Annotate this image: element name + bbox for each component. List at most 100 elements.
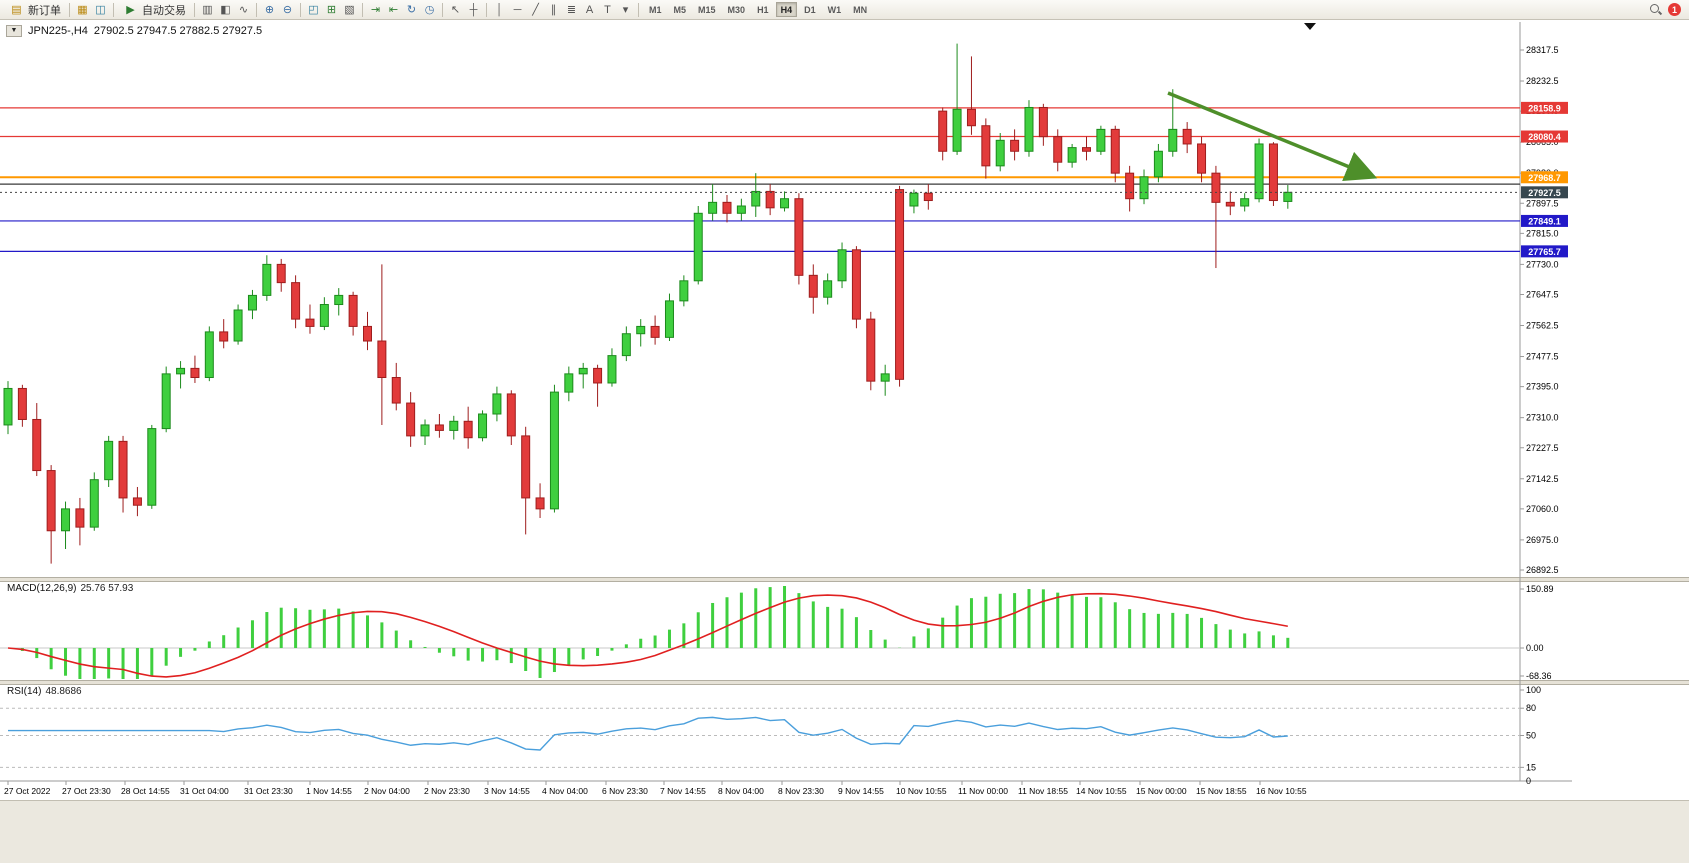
candle xyxy=(276,258,286,292)
candle xyxy=(751,173,761,217)
candle xyxy=(995,133,1005,172)
svg-text:28 Oct 14:55: 28 Oct 14:55 xyxy=(121,786,170,796)
search-icon[interactable] xyxy=(1649,3,1662,16)
candle xyxy=(780,191,790,212)
candle xyxy=(46,465,56,564)
svg-text:27142.5: 27142.5 xyxy=(1526,474,1559,484)
timeframe-button-m5[interactable]: M5 xyxy=(669,2,692,17)
indicators-icon[interactable]: ⊞ xyxy=(326,3,337,16)
chart-header: ▼ JPN225-,H4 27902.5 27947.5 27882.5 279… xyxy=(6,25,262,37)
auto-scroll-icon[interactable]: ⇥ xyxy=(370,3,381,16)
vertical-line-icon[interactable]: │ xyxy=(496,3,503,16)
candle xyxy=(895,185,905,387)
macd-panel-label: MACD(12,26,9) 25.76 57.93 xyxy=(7,583,133,594)
panel-separator-rsi[interactable] xyxy=(0,680,1689,685)
svg-text:31 Oct 04:00: 31 Oct 04:00 xyxy=(180,786,229,796)
panel-separator-macd[interactable] xyxy=(0,577,1689,582)
autotrading-button[interactable]: ▶ 自动交易 xyxy=(118,1,190,18)
crosshair-icon[interactable]: ┼ xyxy=(469,3,478,16)
candle xyxy=(17,384,27,427)
new-order-button[interactable]: ▤ 新订单 xyxy=(4,1,65,18)
candle xyxy=(1225,191,1235,216)
timeframe-button-m15[interactable]: M15 xyxy=(693,2,721,17)
svg-text:26892.5: 26892.5 xyxy=(1526,565,1559,575)
bar-chart-icon[interactable]: ▥ xyxy=(202,3,213,16)
symbol-dropdown-button[interactable]: ▼ xyxy=(6,25,22,37)
timeframe-button-m30[interactable]: M30 xyxy=(723,2,751,17)
data-window-icon[interactable]: ◫ xyxy=(95,3,106,16)
text-icon[interactable]: A xyxy=(585,3,594,16)
toolbar-separator xyxy=(638,2,639,17)
candle xyxy=(1110,125,1120,183)
arrows-tool-icon[interactable]: ▾ xyxy=(622,3,629,16)
trendline-icon[interactable]: ╱ xyxy=(532,3,539,16)
zoom-out-icon[interactable]: ⊖ xyxy=(282,3,293,16)
svg-text:7 Nov 14:55: 7 Nov 14:55 xyxy=(660,786,706,796)
candle xyxy=(650,315,660,345)
timeframe-button-h1[interactable]: H1 xyxy=(752,2,774,17)
line-chart-icon[interactable]: ∿ xyxy=(238,3,249,16)
templates-icon[interactable]: ▧ xyxy=(344,3,355,16)
candle xyxy=(161,366,171,433)
candle xyxy=(938,107,948,161)
candlestick-chart-icon[interactable]: ◧ xyxy=(220,3,231,16)
svg-text:27060.0: 27060.0 xyxy=(1526,504,1559,514)
svg-text:27815.0: 27815.0 xyxy=(1526,228,1559,238)
candle xyxy=(736,198,746,221)
price-level-badge: 27849.1 xyxy=(1521,214,1568,227)
new-order-label: 新订单 xyxy=(28,4,61,17)
candle xyxy=(1024,100,1034,157)
svg-text:-68.36: -68.36 xyxy=(1526,671,1552,681)
clock-icon[interactable]: ◷ xyxy=(424,3,435,16)
candle xyxy=(664,293,674,342)
candle xyxy=(607,348,617,387)
candle xyxy=(1010,129,1020,161)
timeframe-button-d1[interactable]: D1 xyxy=(799,2,821,17)
toolbar-separator xyxy=(300,2,301,17)
workspace-background xyxy=(0,800,1689,863)
candle xyxy=(305,304,315,334)
candle xyxy=(147,424,157,509)
fibonacci-icon[interactable]: ≣ xyxy=(566,3,577,16)
candle xyxy=(506,390,516,446)
horizontal-line-icon[interactable]: ─ xyxy=(513,3,522,16)
svg-text:11 Nov 18:55: 11 Nov 18:55 xyxy=(1018,786,1068,796)
chart-shift-marker[interactable] xyxy=(1304,23,1316,30)
timeframe-button-h4[interactable]: H4 xyxy=(775,2,798,17)
svg-text:2 Nov 04:00: 2 Nov 04:00 xyxy=(364,786,410,796)
svg-text:15 Nov 00:00: 15 Nov 00:00 xyxy=(1136,786,1187,796)
svg-text:31 Oct 23:30: 31 Oct 23:30 xyxy=(244,786,293,796)
candle xyxy=(952,43,962,155)
zoom-in-icon[interactable]: ⊕ xyxy=(264,3,275,16)
cursor-icon[interactable]: ↖ xyxy=(450,3,461,16)
charts-profile-icon[interactable]: ▦ xyxy=(77,3,88,16)
timeframe-button-m1[interactable]: M1 xyxy=(644,2,667,17)
channel-icon[interactable]: ∥ xyxy=(550,3,557,16)
svg-text:150.89: 150.89 xyxy=(1526,584,1554,594)
tile-windows-icon[interactable]: ◰ xyxy=(308,3,319,16)
svg-text:80: 80 xyxy=(1526,703,1536,713)
notification-badge[interactable]: 1 xyxy=(1668,3,1681,16)
svg-text:27227.5: 27227.5 xyxy=(1526,443,1559,453)
candle xyxy=(348,291,358,336)
timeframe-button-w1[interactable]: W1 xyxy=(823,2,847,17)
text-label-icon[interactable]: T xyxy=(604,3,611,16)
candle xyxy=(492,386,502,422)
rsi-line xyxy=(8,716,1288,751)
chart-shift-icon[interactable]: ⇤ xyxy=(388,3,399,16)
timeframe-button-mn[interactable]: MN xyxy=(848,2,872,17)
svg-text:27927.5: 27927.5 xyxy=(1528,188,1561,198)
candle xyxy=(1283,185,1293,209)
candle xyxy=(219,319,229,349)
chevron-down-icon: ▼ xyxy=(10,27,18,34)
candle xyxy=(132,486,142,517)
candle xyxy=(377,264,387,425)
toolbar-separator xyxy=(69,2,70,17)
macd-name: MACD(12,26,9) xyxy=(7,583,77,594)
svg-text:4 Nov 04:00: 4 Nov 04:00 xyxy=(542,786,588,796)
svg-text:14 Nov 10:55: 14 Nov 10:55 xyxy=(1076,786,1127,796)
trend-arrow-annotation[interactable] xyxy=(1167,91,1378,182)
refresh-icon[interactable]: ↻ xyxy=(406,3,417,16)
candle xyxy=(1254,138,1264,203)
